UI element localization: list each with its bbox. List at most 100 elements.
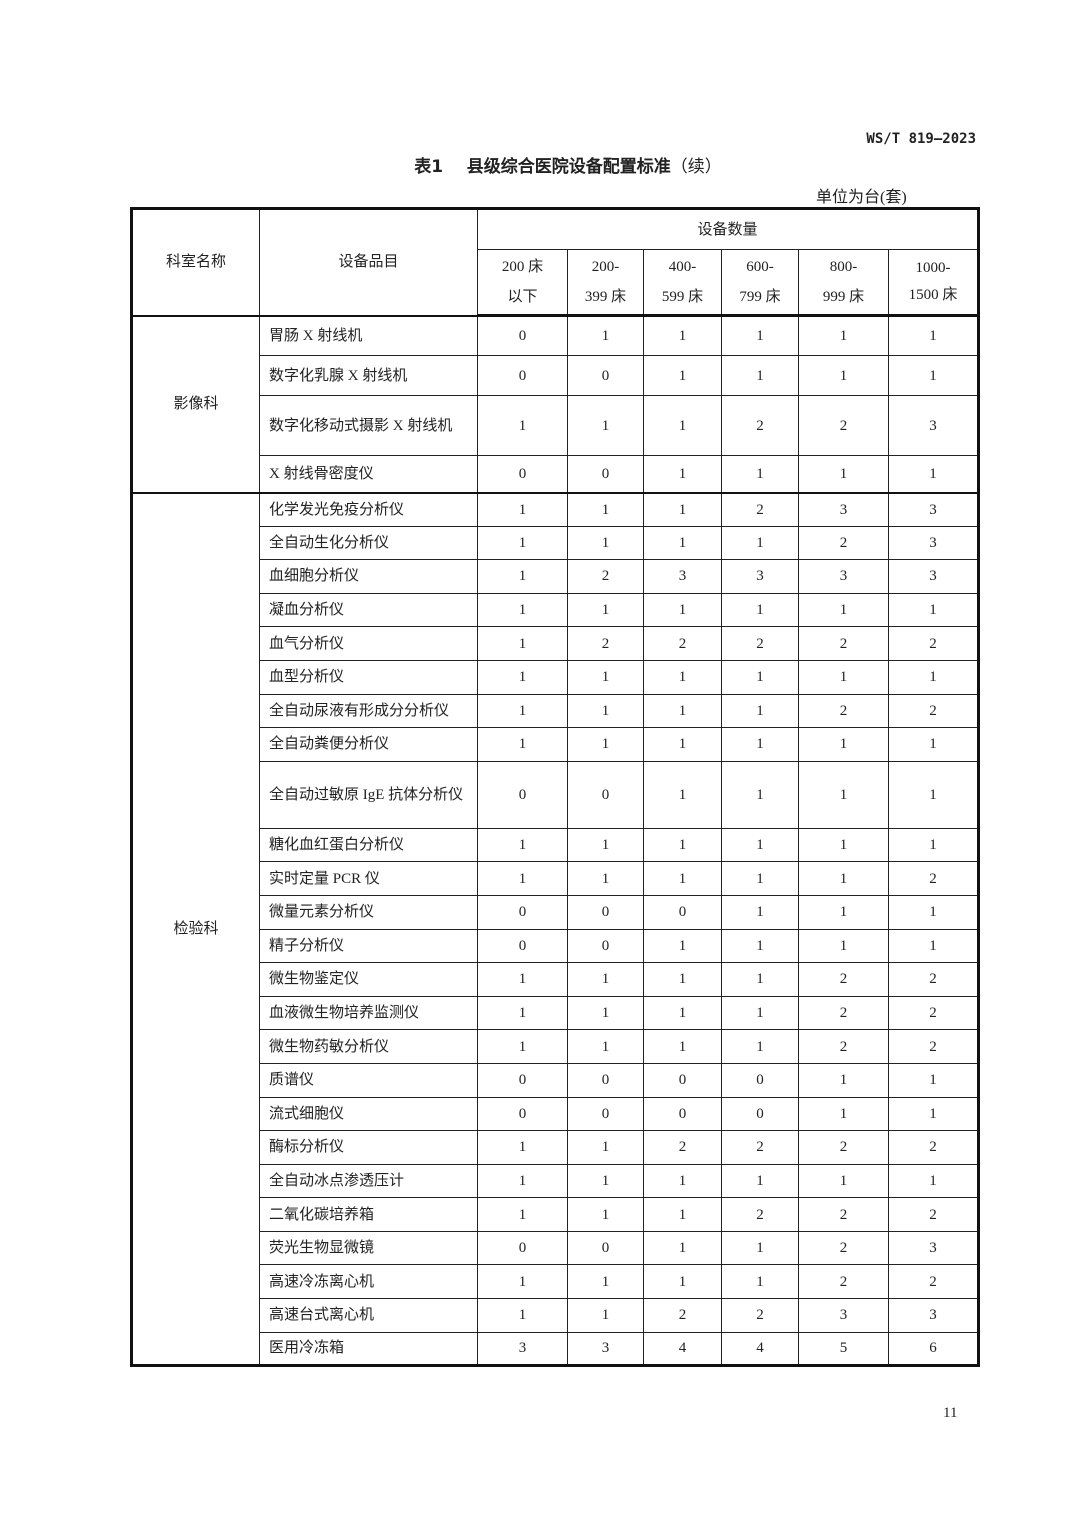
header-bed-range: 200 床以下 <box>477 249 568 317</box>
equipment-item: 酶标分析仪 <box>259 1130 478 1165</box>
quantity-cell: 2 <box>643 626 722 661</box>
quantity-cell: 1 <box>643 693 722 729</box>
quantity-cell: 1 <box>721 995 799 1031</box>
quantity-cell: 2 <box>567 559 644 594</box>
quantity-cell: 0 <box>477 760 568 829</box>
quantity-cell: 1 <box>477 693 568 729</box>
quantity-cell: 2 <box>798 995 889 1031</box>
quantity-cell: 2 <box>643 1298 722 1333</box>
department-name: 检验科 <box>131 491 260 1367</box>
quantity-cell: 2 <box>798 626 889 661</box>
quantity-cell: 1 <box>567 1264 644 1300</box>
header-bed-range: 400- 599 床 <box>643 249 722 317</box>
quantity-cell: 2 <box>887 1197 980 1232</box>
quantity-cell: 1 <box>567 395 644 456</box>
quantity-cell: 0 <box>477 928 568 964</box>
quantity-cell: 2 <box>721 1197 799 1232</box>
equipment-item: 全自动尿液有形成分分析仪 <box>259 693 478 729</box>
quantity-cell: 2 <box>721 626 799 661</box>
quantity-cell: 2 <box>887 693 980 729</box>
header-bed-range-line: 200 床 <box>501 259 544 275</box>
quantity-cell: 1 <box>643 1264 722 1300</box>
table-row: 质谱仪 0 0 0 0 1 1 <box>132 1062 980 1098</box>
quantity-cell: 1 <box>721 1029 799 1064</box>
table-row: X 射线骨密度仪 0 0 1 1 1 1 <box>132 455 980 493</box>
table-row: 高速台式离心机 1 1 2 2 3 3 <box>132 1298 980 1333</box>
quantity-cell: 1 <box>798 861 889 896</box>
quantity-cell: 1 <box>721 727 799 762</box>
table-row: 微生物鉴定仪 1 1 1 1 2 2 <box>132 962 980 997</box>
quantity-cell: 1 <box>643 355 722 396</box>
equipment-item: 糖化血红蛋白分析仪 <box>259 827 478 863</box>
quantity-cell: 1 <box>721 314 799 356</box>
quantity-cell: 1 <box>477 1197 568 1232</box>
table-title-text: 县级综合医院设备配置标准 <box>466 157 671 177</box>
header-bed-range-line: 799 床 <box>739 289 781 305</box>
quantity-cell: 1 <box>887 928 980 964</box>
unit-note: 单位为台(套) <box>816 189 907 206</box>
quantity-cell: 1 <box>477 995 568 1031</box>
equipment-item: X 射线骨密度仪 <box>259 455 478 493</box>
table-row: 荧光生物显微镜 0 0 1 1 2 3 <box>132 1230 980 1266</box>
quantity-cell: 2 <box>721 491 799 527</box>
equipment-item: 血气分析仪 <box>259 626 478 661</box>
quantity-cell: 2 <box>798 1197 889 1232</box>
quantity-cell: 1 <box>721 455 799 493</box>
quantity-cell: 1 <box>477 491 568 527</box>
quantity-cell: 1 <box>887 592 980 628</box>
equipment-item: 数字化移动式摄影 X 射线机 <box>259 395 478 456</box>
quantity-cell: 1 <box>721 827 799 863</box>
quantity-cell: 1 <box>643 1197 722 1232</box>
table-row: 影像科 胃肠 X 射线机 0 1 1 1 1 1 <box>131 314 980 493</box>
header-department: 科室名称 <box>131 208 260 316</box>
header-bed-range-line: 599 床 <box>661 289 704 305</box>
quantity-cell: 0 <box>567 1230 644 1266</box>
header-quantity: 设备数量 <box>476 208 980 250</box>
quantity-cell: 1 <box>567 525 644 561</box>
quantity-cell: 1 <box>477 592 568 628</box>
quantity-cell: 2 <box>887 962 980 997</box>
quantity-cell: 3 <box>721 559 799 594</box>
equipment-item: 高速台式离心机 <box>259 1298 478 1333</box>
table-row: 流式细胞仪 0 0 0 0 1 1 <box>132 1096 980 1132</box>
quantity-cell: 1 <box>643 1163 722 1199</box>
equipment-item: 胃肠 X 射线机 <box>259 314 478 356</box>
table-row: 二氧化碳培养箱 1 1 1 2 2 2 <box>132 1197 980 1232</box>
equipment-item: 血型分析仪 <box>259 659 478 695</box>
quantity-cell: 2 <box>721 1130 799 1165</box>
table-row: 全自动过敏原 IgE 抗体分析仪 0 0 1 1 1 1 <box>132 760 980 829</box>
quantity-cell: 1 <box>567 1163 644 1199</box>
quantity-cell: 1 <box>477 1130 568 1165</box>
header-bed-range: 600- 799 床 <box>721 249 799 317</box>
equipment-item: 全自动冰点渗透压计 <box>259 1163 478 1199</box>
quantity-cell: 4 <box>643 1331 722 1367</box>
equipment-item: 实时定量 PCR 仪 <box>259 861 478 896</box>
equipment-item: 血细胞分析仪 <box>259 559 478 594</box>
quantity-cell: 1 <box>798 1163 889 1199</box>
quantity-cell: 2 <box>798 962 889 997</box>
quantity-cell: 1 <box>887 455 980 493</box>
equipment-item: 微生物鉴定仪 <box>259 962 478 997</box>
quantity-cell: 1 <box>643 659 722 695</box>
equipment-item: 医用冷冻箱 <box>259 1331 478 1367</box>
quantity-cell: 1 <box>567 491 644 527</box>
quantity-cell: 0 <box>567 355 644 396</box>
quantity-cell: 1 <box>643 727 722 762</box>
quantity-cell: 1 <box>798 894 889 930</box>
table-row: 糖化血红蛋白分析仪 1 1 1 1 1 1 <box>132 827 980 863</box>
quantity-cell: 1 <box>798 1096 889 1132</box>
quantity-cell: 1 <box>477 1264 568 1300</box>
quantity-cell: 5 <box>798 1331 889 1367</box>
quantity-cell: 1 <box>567 1029 644 1064</box>
table-row: 微生物药敏分析仪 1 1 1 1 2 2 <box>132 1029 980 1064</box>
quantity-cell: 1 <box>643 525 722 561</box>
quantity-cell: 1 <box>887 894 980 930</box>
quantity-cell: 1 <box>721 693 799 729</box>
quantity-cell: 1 <box>887 760 980 829</box>
table-row: 血型分析仪 1 1 1 1 1 1 <box>132 659 980 695</box>
table-row: 数字化移动式摄影 X 射线机 1 1 1 2 2 3 <box>132 395 980 456</box>
table-row: 血液微生物培养监测仪 1 1 1 1 2 2 <box>132 995 980 1031</box>
quantity-cell: 2 <box>887 861 980 896</box>
quantity-cell: 1 <box>643 962 722 997</box>
